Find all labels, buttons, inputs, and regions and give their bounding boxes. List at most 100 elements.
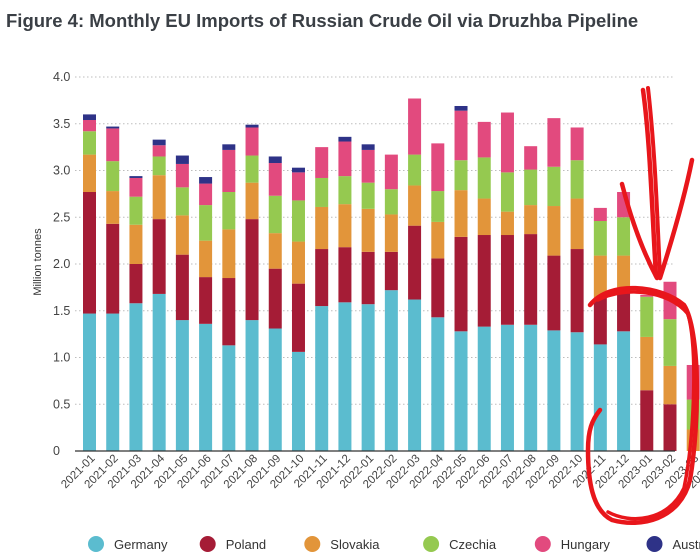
bar-segment-hungary-2021-03 [129, 177, 143, 197]
bar-segment-hungary-2021-07 [222, 149, 236, 192]
bar-segment-poland-2022-07 [500, 235, 514, 325]
bar-segment-hungary-2022-06 [477, 121, 491, 158]
y-tick-label: 2.0 [53, 257, 70, 271]
annotation-arrow-stroke [646, 86, 662, 278]
bar-segment-poland-2021-05 [175, 254, 189, 321]
bar-segment-germany-2021-10 [291, 351, 305, 451]
bar-segment-hungary-2021-02 [106, 128, 120, 162]
bar-segment-germany-2022-05 [454, 331, 468, 451]
bar-segment-czechia-2022-05 [454, 160, 468, 191]
bar-segment-slovakia-2021-06 [199, 240, 213, 278]
y-tick-label: 1.5 [53, 304, 70, 318]
bar-segment-poland-2021-03 [129, 264, 143, 304]
bar-segment-hungary-2022-03 [408, 98, 422, 155]
bar-segment-germany-2021-04 [152, 293, 166, 451]
bar-segment-austria-2021-01 [83, 114, 96, 121]
legend-label-poland: Poland [226, 537, 266, 552]
bar-segment-czechia-2022-12 [617, 217, 631, 256]
y-tick-label: 3.5 [53, 117, 70, 131]
bar-segment-poland-2022-12 [617, 289, 631, 332]
bar-segment-czechia-2021-01 [83, 131, 96, 155]
bar-segment-poland-2022-03 [408, 225, 422, 300]
bar-segment-austria-2021-04 [152, 139, 166, 146]
x-axis-ticks: 2021-012021-022021-032021-042021-052021-… [59, 452, 700, 491]
bar-segment-austria-2022-01 [361, 144, 375, 150]
bar-segment-poland-2021-12 [338, 247, 352, 303]
bar-segment-czechia-2021-10 [291, 200, 305, 242]
hand-drawn-annotation [585, 86, 700, 525]
bar-segment-poland-2022-06 [477, 235, 491, 327]
bar-segment-hungary-2022-09 [547, 118, 561, 167]
bar-segment-slovakia-2021-07 [222, 229, 236, 279]
bar-segment-germany-2021-09 [268, 328, 282, 451]
bar-segment-germany-2022-12 [617, 331, 631, 451]
bar-segment-poland-2021-06 [199, 277, 213, 324]
bar-segment-hungary-2021-05 [175, 163, 189, 188]
bar-segment-poland-2023-01 [640, 390, 654, 451]
bar-segment-germany-2022-01 [361, 304, 375, 451]
bar-segment-slovakia-2021-09 [268, 233, 282, 269]
legend-label-slovakia: Slovakia [330, 537, 380, 552]
bar-segment-hungary-2022-01 [361, 149, 375, 183]
bar-segment-slovakia-2021-02 [106, 191, 120, 224]
legend-swatch-slovakia [304, 536, 321, 552]
bar-segment-austria-2021-08 [245, 124, 259, 128]
legend-swatch-poland [199, 536, 216, 552]
y-axis-ticks: 0 0.5 1.0 1.5 2.0 2.5 3.0 3.5 4.0 [53, 70, 70, 458]
legend-swatch-germany [88, 536, 104, 552]
bar-segment-czechia-2022-07 [500, 172, 514, 212]
bar-segment-poland-2022-04 [431, 258, 445, 318]
bar-segment-slovakia-2021-12 [338, 204, 352, 248]
bar-segment-germany-2021-06 [199, 323, 213, 451]
legend-label-czechia: Czechia [449, 537, 497, 552]
bar-segment-hungary-2021-11 [315, 147, 329, 178]
bar-segment-slovakia-2021-10 [291, 241, 305, 284]
bar-segment-germany-2022-07 [500, 324, 514, 451]
legend-label-hungary: Hungary [561, 537, 611, 552]
bar-segment-germany-2021-12 [338, 302, 352, 451]
bar-segment-poland-2022-11 [593, 297, 607, 345]
y-tick-label: 0.5 [53, 397, 70, 411]
bar-segment-hungary-2022-02 [384, 154, 398, 190]
bar-segment-germany-2022-03 [408, 299, 422, 451]
bar-segment-germany-2021-07 [222, 345, 236, 451]
bar-segment-germany-2022-09 [547, 330, 561, 451]
bar-segment-czechia-2021-12 [338, 176, 352, 205]
bar-segment-poland-2021-04 [152, 219, 166, 294]
chart-title: Figure 4: Monthly EU Imports of Russian … [6, 10, 639, 31]
bar-segment-austria-2021-12 [338, 136, 352, 142]
bar-segment-czechia-2022-10 [570, 160, 584, 199]
bar-segment-czechia-2021-07 [222, 192, 236, 230]
bar-segment-slovakia-2022-09 [547, 206, 561, 256]
bar-segment-slovakia-2022-12 [617, 255, 631, 290]
bar-segment-poland-2022-10 [570, 249, 584, 333]
bar-segment-czechia-2022-03 [408, 154, 422, 186]
bar-segment-germany-2022-02 [384, 290, 398, 451]
bar-segment-germany-2021-02 [106, 313, 120, 451]
bar-segment-poland-2022-01 [361, 251, 375, 305]
bar-segment-czechia-2021-11 [315, 177, 329, 207]
bar-segment-slovakia-2022-08 [524, 205, 538, 235]
y-tick-label: 4.0 [53, 70, 70, 84]
y-tick-label: 0 [53, 444, 60, 458]
bar-segment-austria-2021-07 [222, 144, 236, 150]
bar-segment-germany-2022-11 [593, 344, 607, 451]
bar-segment-poland-2022-08 [524, 234, 538, 325]
bar-segment-slovakia-2021-04 [152, 175, 166, 220]
bar-segment-slovakia-2022-11 [593, 255, 607, 298]
bar-segment-slovakia-2021-11 [315, 206, 329, 250]
y-tick-label: 3.0 [53, 164, 70, 178]
bar-segment-slovakia-2023-01 [640, 336, 654, 391]
bars [83, 98, 700, 451]
bar-segment-czechia-2021-09 [268, 195, 282, 234]
legend-label-austria: Austria [673, 537, 700, 552]
bar-segment-germany-2022-10 [570, 332, 584, 451]
bar-segment-poland-2022-09 [547, 255, 561, 331]
bar-segment-germany-2022-04 [431, 317, 445, 451]
bar-segment-czechia-2021-08 [245, 155, 259, 183]
bar-segment-slovakia-2022-03 [408, 185, 422, 226]
bar-segment-slovakia-2021-08 [245, 182, 259, 220]
bar-segment-hungary-2021-10 [291, 172, 305, 201]
y-tick-label: 1.0 [53, 351, 70, 365]
bar-segment-austria-2021-05 [175, 155, 189, 164]
